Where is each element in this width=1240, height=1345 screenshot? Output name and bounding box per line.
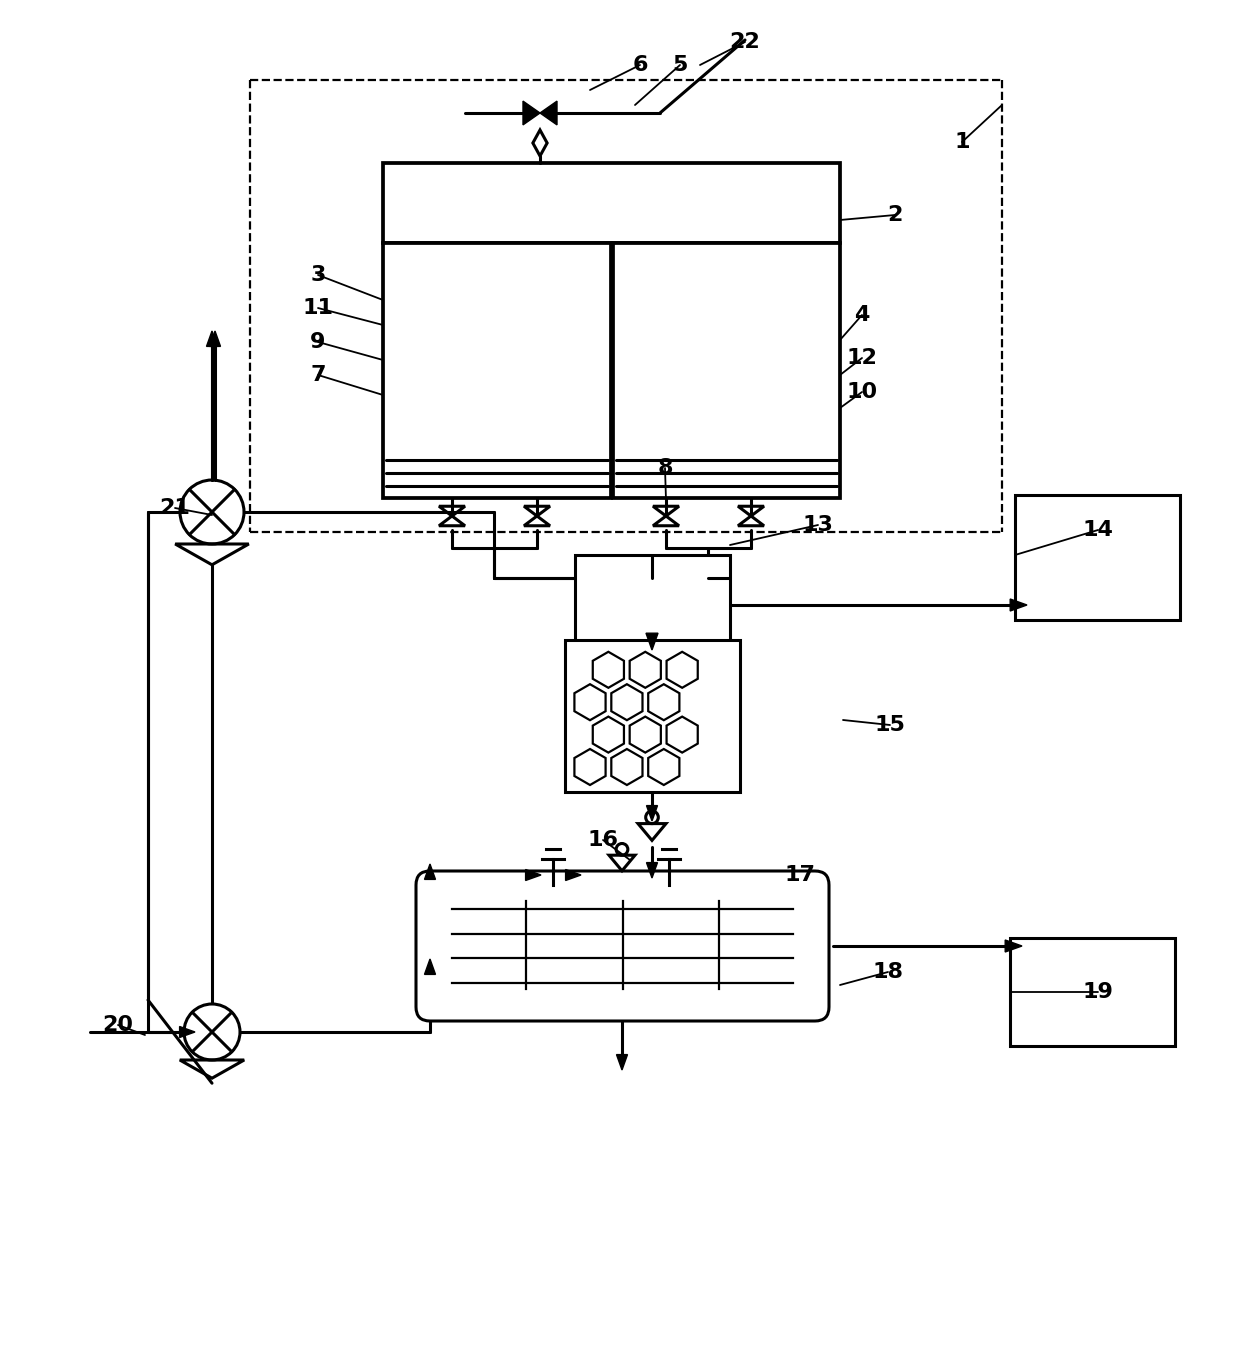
Polygon shape	[539, 101, 557, 125]
Text: 21: 21	[160, 498, 191, 518]
Text: 5: 5	[672, 55, 688, 75]
Polygon shape	[646, 806, 657, 820]
Text: 9: 9	[310, 332, 326, 352]
Bar	[565, 640, 740, 792]
Polygon shape	[523, 101, 539, 125]
Text: 15: 15	[874, 716, 905, 734]
Text: 19: 19	[1083, 982, 1114, 1002]
Text: 17: 17	[785, 865, 816, 885]
Polygon shape	[646, 633, 658, 650]
Bar	[383, 163, 839, 243]
Bar	[613, 243, 839, 498]
Polygon shape	[646, 862, 657, 878]
Text: 3: 3	[310, 265, 326, 285]
Text: 20: 20	[103, 1015, 134, 1036]
Text: 16: 16	[588, 830, 619, 850]
FancyBboxPatch shape	[415, 872, 830, 1021]
Bar	[1016, 495, 1180, 620]
Text: 11: 11	[303, 299, 334, 317]
Text: 13: 13	[802, 515, 833, 535]
Text: 8: 8	[657, 459, 673, 477]
Text: 7: 7	[310, 364, 326, 385]
Polygon shape	[1006, 940, 1022, 952]
Bar	[575, 555, 730, 655]
Polygon shape	[207, 331, 217, 347]
Bar	[1011, 937, 1176, 1046]
Text: 12: 12	[847, 348, 878, 369]
Text: 22: 22	[729, 32, 760, 52]
Text: 4: 4	[854, 305, 869, 325]
Polygon shape	[526, 869, 541, 881]
Text: 18: 18	[873, 962, 904, 982]
Text: 14: 14	[1083, 521, 1114, 539]
Text: 10: 10	[847, 382, 878, 402]
Polygon shape	[180, 1026, 195, 1037]
Polygon shape	[424, 959, 435, 974]
Text: 2: 2	[888, 204, 903, 225]
Polygon shape	[616, 1054, 627, 1071]
Polygon shape	[424, 863, 435, 880]
Bar	[383, 243, 611, 498]
Polygon shape	[1011, 599, 1027, 611]
Polygon shape	[210, 331, 221, 347]
Text: 6: 6	[632, 55, 647, 75]
Text: 1: 1	[955, 132, 970, 152]
Polygon shape	[565, 869, 582, 881]
